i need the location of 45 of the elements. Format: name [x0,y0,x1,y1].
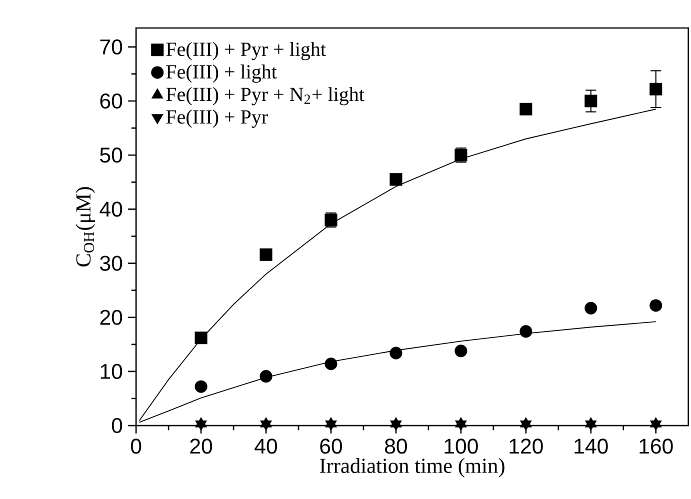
y-tick-label: 70 [100,39,122,55]
legend-label: Fe(III) + Pyr + N$_{2}$+ light [166,87,364,106]
point [390,420,402,430]
point [194,380,208,393]
point [584,94,598,108]
point [260,248,272,261]
point [520,325,532,338]
point [520,420,532,430]
y-tick-label: 30 [100,256,122,271]
point [650,299,662,312]
point [650,82,662,96]
legend-label: Fe(III) + light [166,64,277,83]
legend-label: Fe(III) + Pyr + light [166,42,326,60]
y-tick-label: 60 [100,94,122,109]
point [584,302,598,314]
x-tick-label: 120 [510,438,543,454]
x-axis-title: Irradiation time (min) [320,458,504,478]
y-tick-label: 20 [100,310,122,325]
point [650,420,662,430]
y-tick-label: 10 [100,364,122,380]
x-tick-label: 20 [190,438,212,454]
x-tick-label: 140 [574,438,608,454]
point [260,420,272,430]
y-tick-label: 0 [112,418,122,434]
x-tick-label: 160 [640,438,673,454]
point [390,346,402,360]
point [390,173,402,186]
point [455,420,466,430]
point [454,344,468,358]
point [260,370,272,383]
x-tick-label: 0 [130,438,142,454]
point [585,420,596,430]
point [196,420,207,430]
y-tick-label: 40 [100,202,122,217]
x-tick-label: 60 [320,438,342,454]
legend-label: Fe(III) + Pyr [166,110,268,128]
point [325,420,337,430]
x-tick-label: 80 [385,438,407,454]
point [324,358,338,370]
y-axis-title: C$_{OH}$(μM) [76,187,95,266]
x-tick-label: 40 [254,438,278,454]
point [520,102,532,116]
point [194,332,208,344]
y-tick-label: 50 [100,148,122,163]
x-tick-label: 100 [444,438,478,454]
